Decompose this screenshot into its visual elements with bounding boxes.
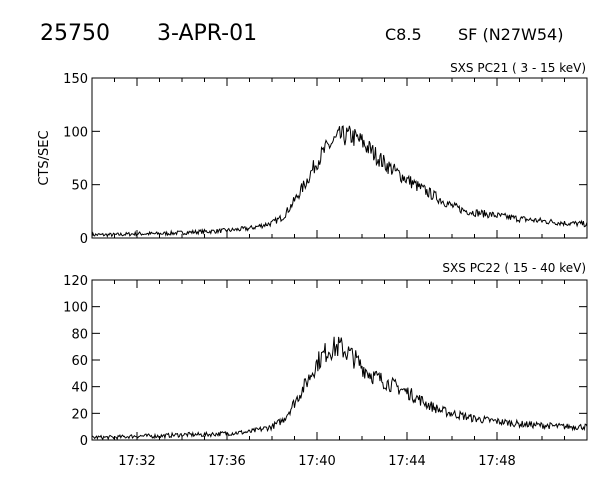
panel-bottom-xticks <box>91 280 588 440</box>
y-tick-label: 20 <box>71 407 88 422</box>
panel-bottom-title: SXS PC22 ( 15 - 40 keV) <box>442 261 586 275</box>
panel-top-xticks <box>91 78 588 238</box>
panel-top-frame <box>91 77 588 239</box>
x-tick-label: 17:44 <box>388 454 425 469</box>
y-tick-label: 150 <box>63 72 88 87</box>
series-line-pc21 <box>91 125 588 238</box>
panel-top-yticks: 0 50 100 150 <box>63 72 587 247</box>
x-tick-label: 17:48 <box>478 454 515 469</box>
series-line-pc22 <box>91 336 588 441</box>
panel-bottom: SXS PC22 ( 15 - 40 keV) 0 20 40 60 80 100 120 <box>63 261 588 449</box>
y-axis-label: CTS/SEC <box>37 130 52 185</box>
y-tick-label: 100 <box>63 301 88 316</box>
y-tick-label: 60 <box>71 354 88 369</box>
y-tick-label: 0 <box>80 434 88 449</box>
flare-info: SF (N27W54) <box>458 25 563 44</box>
x-tick-label: 17:32 <box>118 454 155 469</box>
y-tick-label: 100 <box>63 125 88 140</box>
y-tick-label: 120 <box>63 274 88 289</box>
y-tick-label: 0 <box>80 232 88 247</box>
y-tick-label: 50 <box>71 179 88 194</box>
y-tick-label: 80 <box>71 327 88 342</box>
panel-bottom-yticks: 0 20 40 60 80 100 120 <box>63 274 587 449</box>
event-date: 3-APR-01 <box>157 21 257 46</box>
x-tick-labels: 17:32 17:36 17:40 17:44 17:48 <box>118 454 515 469</box>
panel-top: SXS PC21 ( 3 - 15 keV) CTS/SEC 0 50 100 150 <box>37 61 588 247</box>
event-id: 25750 <box>40 21 110 46</box>
panel-bottom-frame <box>91 279 588 441</box>
panel-top-title: SXS PC21 ( 3 - 15 keV) <box>450 61 586 75</box>
x-tick-label: 17:36 <box>208 454 245 469</box>
x-tick-label: 17:40 <box>298 454 335 469</box>
y-tick-label: 40 <box>71 381 88 396</box>
flare-class: C8.5 <box>385 25 422 44</box>
